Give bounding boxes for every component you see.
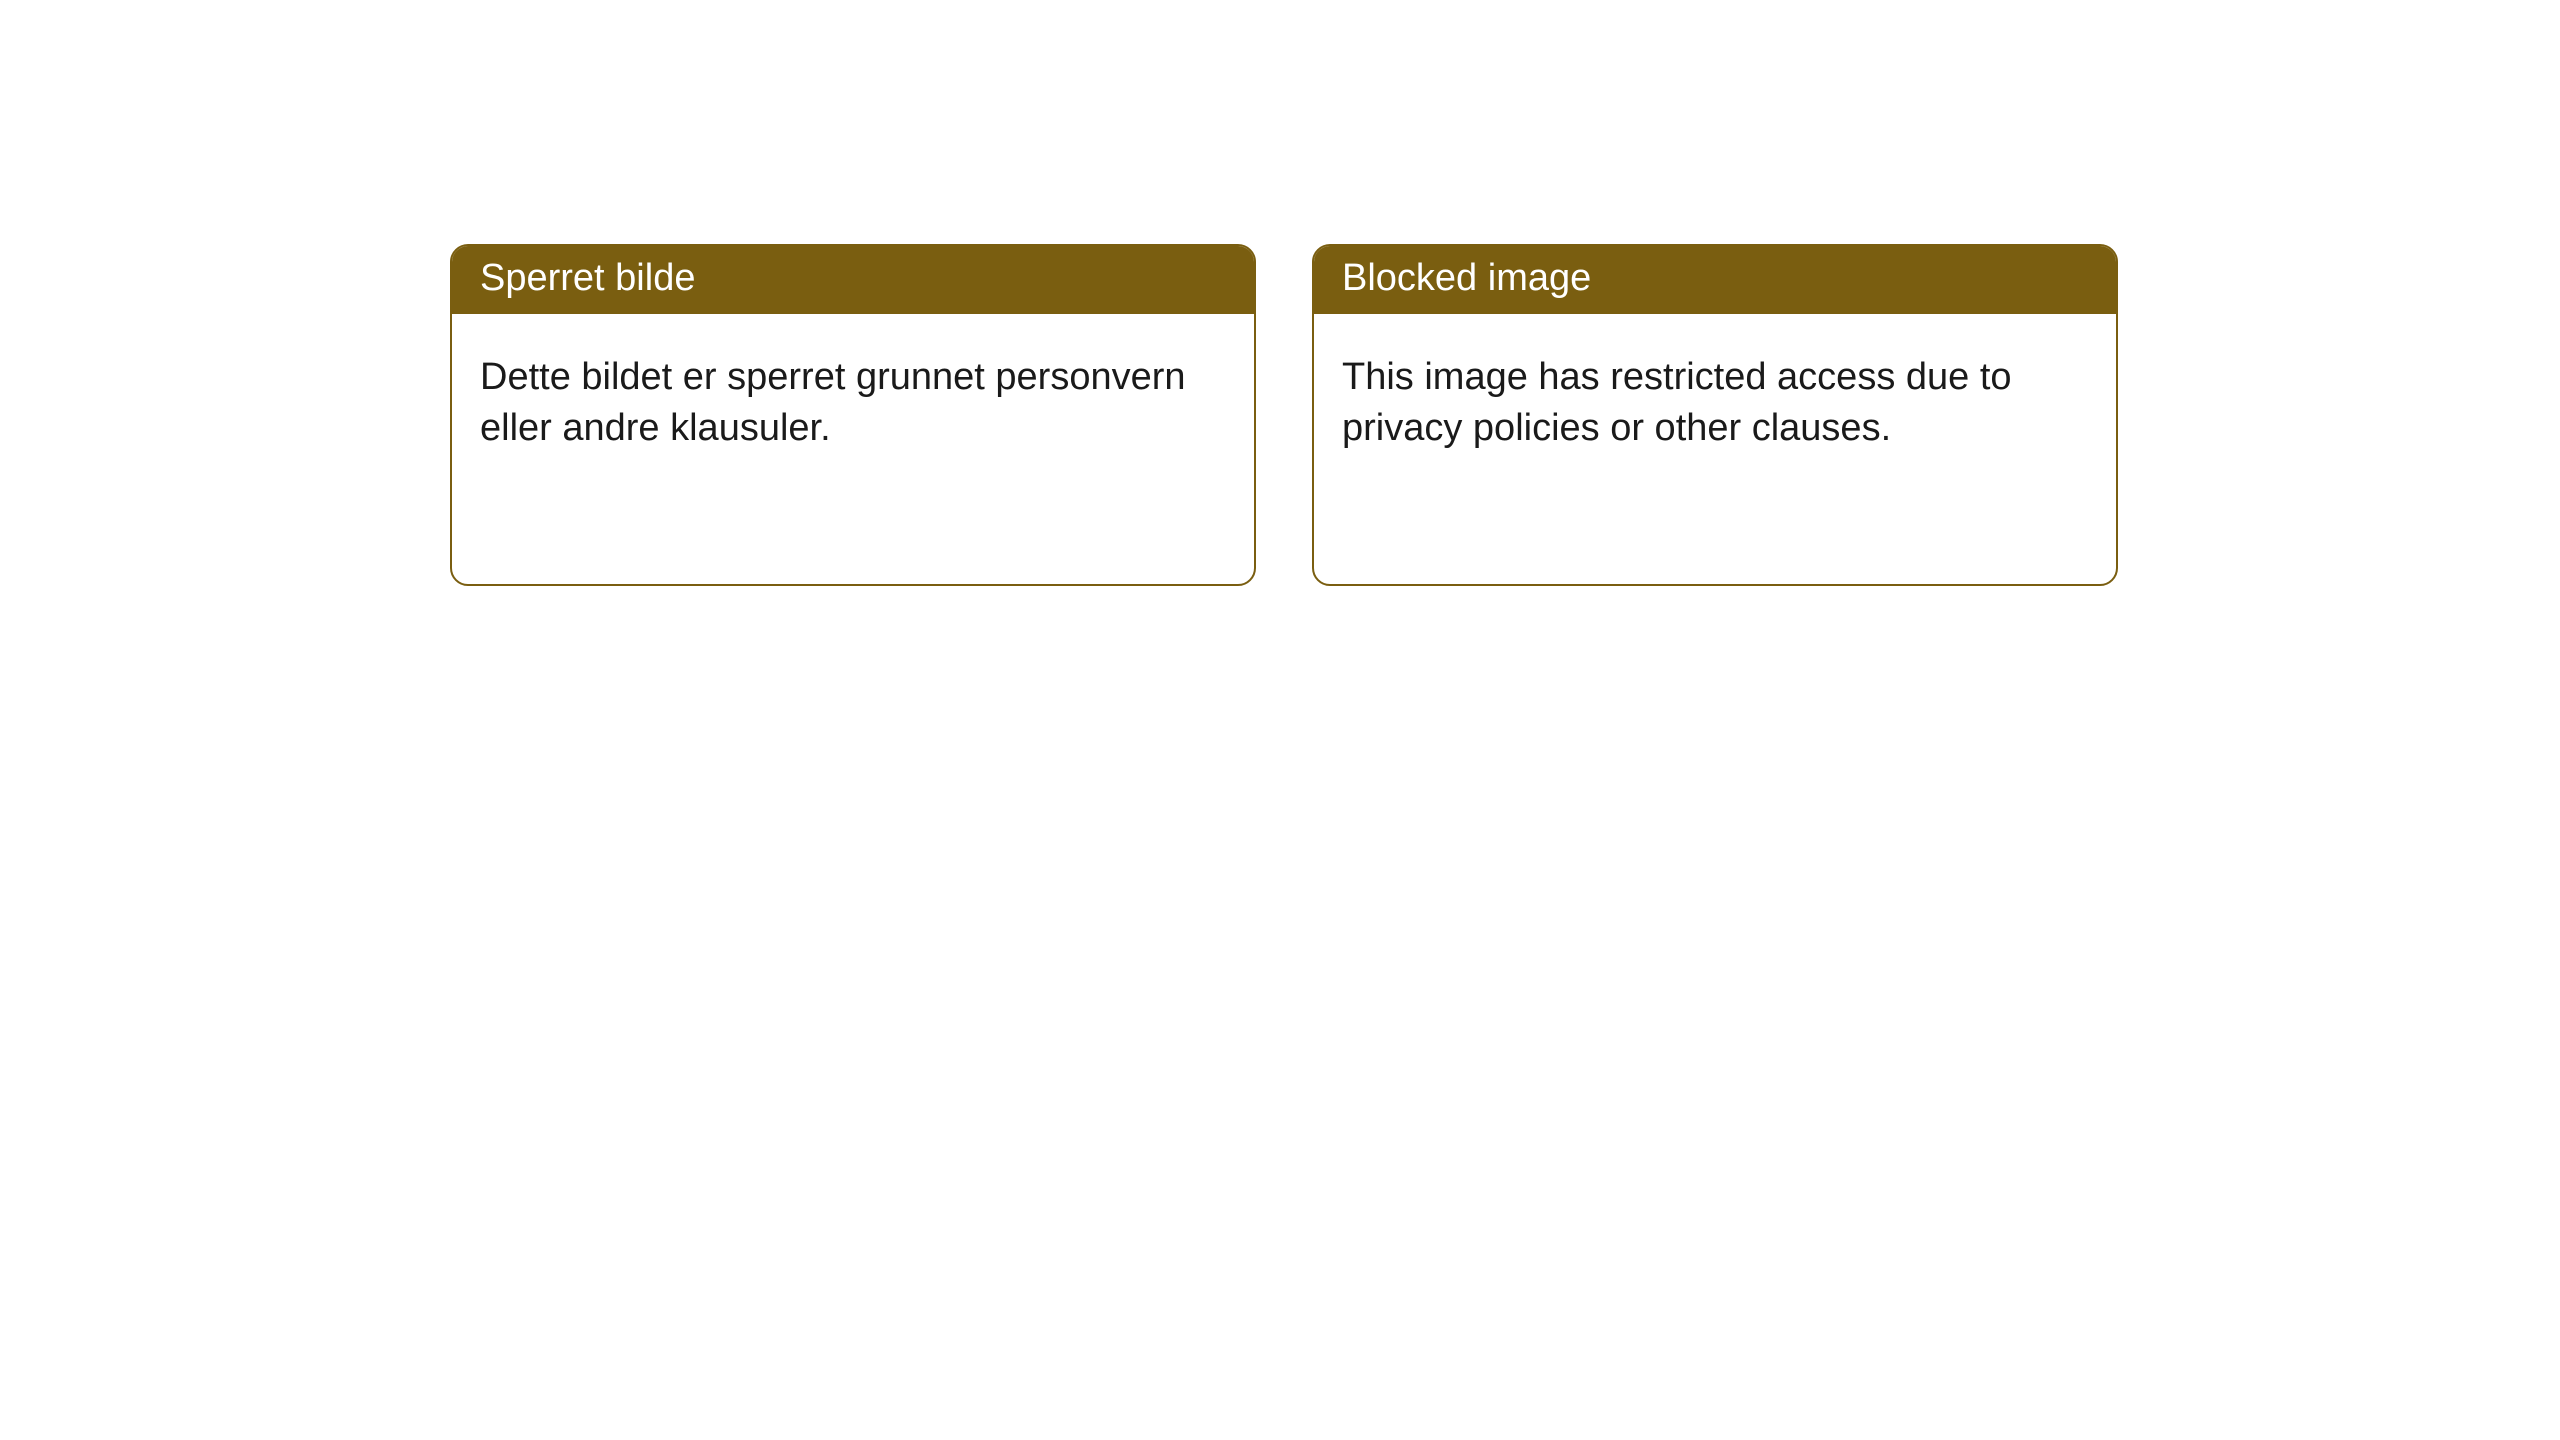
blocked-image-card-en: Blocked image This image has restricted … (1312, 244, 2118, 586)
card-body-no: Dette bildet er sperret grunnet personve… (452, 314, 1254, 584)
card-header-en: Blocked image (1314, 246, 2116, 314)
blocked-image-card-no: Sperret bilde Dette bildet er sperret gr… (450, 244, 1256, 586)
card-body-en: This image has restricted access due to … (1314, 314, 2116, 584)
notice-container: Sperret bilde Dette bildet er sperret gr… (0, 0, 2560, 586)
card-header-no: Sperret bilde (452, 246, 1254, 314)
